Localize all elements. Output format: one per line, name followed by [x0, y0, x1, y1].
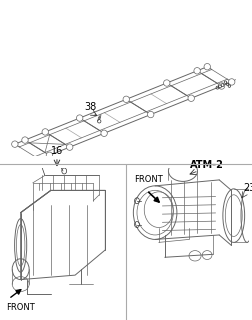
Ellipse shape — [101, 130, 107, 137]
Ellipse shape — [67, 144, 73, 150]
Ellipse shape — [123, 96, 130, 102]
Ellipse shape — [46, 152, 53, 158]
Text: FRONT: FRONT — [6, 303, 35, 312]
Ellipse shape — [188, 95, 194, 101]
Ellipse shape — [229, 79, 235, 85]
Ellipse shape — [204, 63, 210, 70]
Ellipse shape — [12, 141, 18, 147]
Ellipse shape — [194, 68, 200, 74]
Ellipse shape — [147, 111, 154, 118]
Text: 38: 38 — [84, 102, 96, 112]
Ellipse shape — [42, 129, 48, 135]
Ellipse shape — [164, 80, 170, 86]
Ellipse shape — [76, 115, 83, 121]
Text: ATM-2: ATM-2 — [190, 160, 224, 170]
Text: FRONT: FRONT — [135, 175, 163, 184]
Ellipse shape — [22, 137, 28, 143]
Ellipse shape — [218, 83, 225, 89]
Text: 16: 16 — [51, 146, 63, 156]
Ellipse shape — [36, 156, 43, 163]
Text: 231: 231 — [243, 183, 252, 193]
